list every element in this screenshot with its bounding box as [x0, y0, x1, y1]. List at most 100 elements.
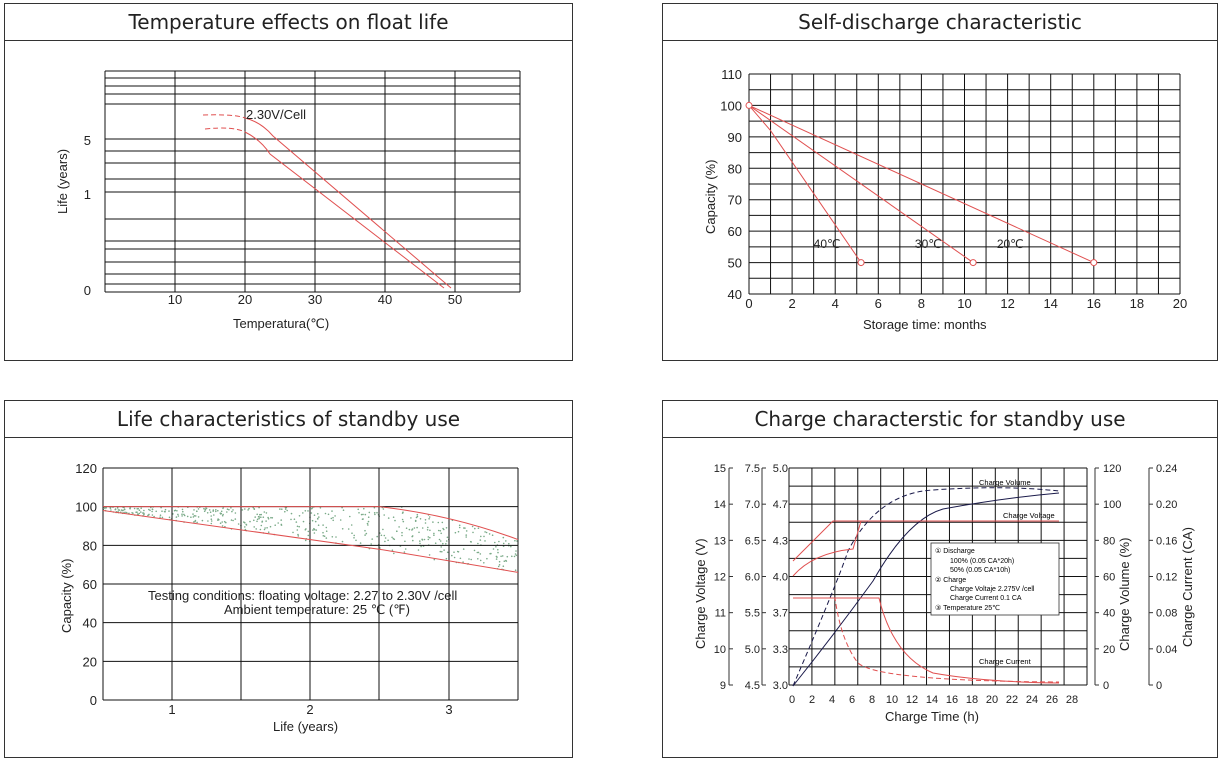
- stipple-dot: [318, 524, 320, 526]
- y-tick-label-b: 4.5: [745, 680, 760, 692]
- note-line-1: Testing conditions: floating voltage: 2.…: [148, 588, 457, 603]
- stipple-dot: [498, 566, 500, 568]
- stipple-dot: [139, 509, 141, 511]
- x-tick-label: 10: [957, 296, 971, 311]
- stipple-dot: [342, 541, 344, 543]
- y-tick-label: 0: [90, 693, 97, 708]
- y-tick-label-d: 100: [1103, 499, 1121, 511]
- stipple-dot: [264, 529, 266, 531]
- stipple-dot: [420, 518, 422, 520]
- stipple-dot: [160, 514, 162, 516]
- stipple-dot: [494, 542, 496, 544]
- stipple-dot: [311, 512, 313, 514]
- stipple-dot: [486, 532, 488, 534]
- y-tick-label: 1: [84, 187, 91, 202]
- y-tick-label-c: 5.0: [773, 463, 788, 475]
- stipple-dot: [183, 514, 185, 516]
- series-endpoint: [1091, 260, 1097, 266]
- stipple-dot: [211, 518, 213, 520]
- stipple-dot: [215, 511, 217, 513]
- stipple-dot: [284, 511, 286, 513]
- stipple-dot: [468, 558, 470, 560]
- x-tick-label: 3: [445, 702, 452, 717]
- stipple-dot: [394, 520, 396, 522]
- stipple-dot: [364, 534, 366, 536]
- x-tick-label: 14: [1043, 296, 1057, 311]
- stipple-dot: [281, 508, 283, 510]
- stipple-dot: [427, 529, 429, 531]
- x-axis-label: Storage time: months: [863, 317, 987, 332]
- x-tick-label: 18: [1130, 296, 1144, 311]
- stipple-dot: [315, 529, 317, 531]
- stipple-dot: [326, 527, 328, 529]
- stipple-dot: [355, 540, 357, 542]
- stipple-dot: [331, 518, 333, 520]
- stipple-dot: [266, 527, 268, 529]
- stipple-dot: [235, 512, 237, 514]
- y-tick-label-e: 0: [1156, 680, 1162, 692]
- x-tick-label: 16: [1087, 296, 1101, 311]
- stipple-dot: [312, 529, 314, 531]
- stipple-dot: [393, 516, 395, 518]
- stipple-dot: [458, 551, 460, 553]
- stipple-dot: [406, 527, 408, 529]
- y-tick-label-c: 4.3: [773, 535, 788, 547]
- stipple-dot: [404, 551, 406, 553]
- stipple-dot: [422, 539, 424, 541]
- y-tick-label: 70: [728, 193, 742, 208]
- y-tick-label: 110: [721, 67, 742, 82]
- stipple-dot: [508, 543, 510, 545]
- stipple-dot: [177, 514, 179, 516]
- stipple-dot: [410, 517, 412, 519]
- stipple-dot: [265, 520, 267, 522]
- stipple-dot: [460, 558, 462, 560]
- stipple-dot: [447, 552, 449, 554]
- stipple-dot: [438, 522, 440, 524]
- stipple-dot: [270, 517, 272, 519]
- y-tick-label-e: 0.08: [1156, 608, 1177, 620]
- stipple-dot: [264, 527, 266, 529]
- stipple-dot: [429, 516, 431, 518]
- stipple-dot: [148, 514, 150, 516]
- stipple-dot: [440, 533, 442, 535]
- stipple-dot: [496, 556, 498, 558]
- stipple-dot: [272, 517, 274, 519]
- x-tick-label: 6: [875, 296, 882, 311]
- stipple-dot: [178, 515, 180, 517]
- stipple-dot: [349, 516, 351, 518]
- y-tick-label: 40: [728, 287, 742, 302]
- stipple-dot: [198, 508, 200, 510]
- stipple-dot: [260, 514, 262, 516]
- stipple-dot: [496, 558, 498, 560]
- x-tick-label: 12: [1000, 296, 1014, 311]
- stipple-dot: [255, 528, 257, 530]
- legend-line: Charge Current 0.1 CA: [950, 595, 1022, 602]
- stipple-dot: [297, 529, 299, 531]
- stipple-dot: [231, 519, 233, 521]
- stipple-dot: [458, 531, 460, 533]
- x-tick-label: 4: [829, 694, 835, 706]
- stipple-dot: [299, 515, 301, 517]
- stipple-dot: [505, 560, 507, 562]
- x-tick-label: 4: [832, 296, 839, 311]
- stipple-dot: [332, 536, 334, 538]
- x-tick-label: 0: [745, 296, 752, 311]
- stipple-dot: [308, 535, 310, 537]
- stipple-dot: [155, 511, 157, 513]
- stipple-dot: [294, 518, 296, 520]
- stipple-dot: [226, 511, 228, 513]
- stipple-dot: [404, 541, 406, 543]
- stipple-dot: [244, 508, 246, 510]
- stipple-dot: [292, 532, 294, 534]
- stipple-dot: [348, 528, 350, 530]
- stipple-dot: [435, 542, 437, 544]
- stipple-dot: [351, 524, 353, 526]
- stipple-dot: [388, 517, 390, 519]
- stipple-dot: [398, 526, 400, 528]
- stipple-dot: [198, 516, 200, 518]
- stipple-dot: [465, 534, 467, 536]
- stipple-dot: [213, 514, 215, 516]
- x-tick-label: 8: [869, 694, 875, 706]
- panel-standby-life: Life characteristics of standby use 1230…: [4, 400, 573, 758]
- stipple-dot: [181, 513, 183, 515]
